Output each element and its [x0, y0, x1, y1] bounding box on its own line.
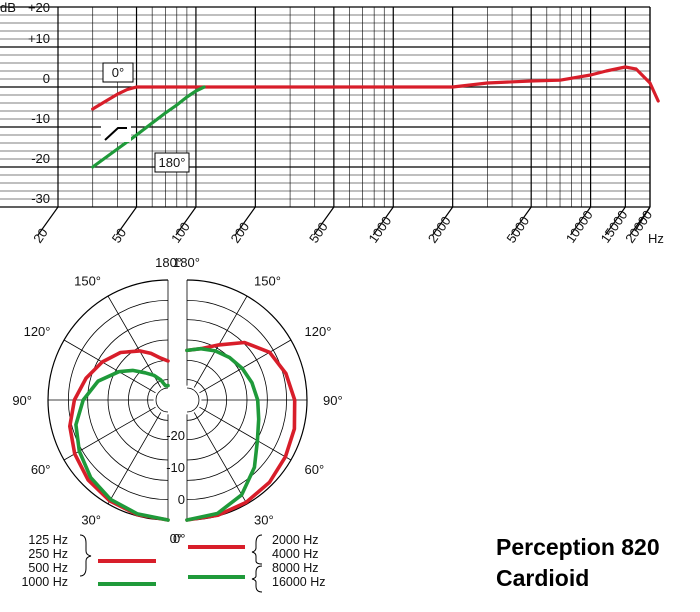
x-tick-label: 2000 — [425, 213, 454, 245]
x-tick-mark — [175, 206, 197, 236]
polar-angle-label-right: 0° — [173, 531, 185, 546]
x-tick-label: 10000 — [563, 207, 596, 245]
x-tick-mark — [634, 206, 651, 232]
legend-right-label: 2000 Hz — [272, 533, 319, 547]
x-tick-label: 5000 — [503, 213, 532, 245]
x-tick-label: 100 — [168, 219, 193, 245]
legend-left-label: 125 Hz — [28, 533, 68, 547]
polar-grid-spoke — [107, 412, 162, 505]
product-name: Perception 820 — [496, 534, 660, 560]
polar-angle-label-left: 150° — [74, 273, 101, 288]
x-tick-label: 500 — [306, 219, 331, 245]
x-tick-label: 20 — [30, 225, 51, 245]
x-tick-mark — [510, 206, 532, 236]
polar-right-green-curve — [185, 346, 261, 522]
polar-pattern-name: Cardioid — [496, 565, 590, 591]
legend-left-label: 1000 Hz — [21, 575, 68, 589]
y-tick-label: +10 — [28, 31, 50, 46]
annotation-180-label: 180° — [159, 155, 186, 170]
x-tick-mark — [116, 206, 138, 236]
polar-grid-spoke — [193, 295, 248, 388]
legend-right-label: 4000 Hz — [272, 547, 319, 561]
polar-center — [155, 387, 169, 413]
polar-angle-label-left: 120° — [24, 324, 51, 339]
annotation-0-label: 0° — [112, 65, 124, 80]
legend-left-label: 250 Hz — [28, 547, 68, 561]
polar-db-label: 0 — [178, 492, 185, 507]
polar-center — [186, 387, 200, 413]
polar-angle-label-right: 150° — [254, 273, 281, 288]
polar-grid-spoke — [107, 295, 162, 388]
polar-db-label: -20 — [166, 428, 185, 443]
x-tick-label: 200 — [228, 219, 253, 245]
polar-grid-spoke — [199, 406, 292, 461]
x-tick-mark — [37, 206, 59, 236]
polar-left-red-curve — [68, 349, 170, 522]
polar-angle-label-right: 30° — [254, 513, 274, 528]
polar-grid-spoke — [193, 412, 248, 505]
annotation-0-box — [102, 62, 134, 83]
legend-left-brace — [79, 534, 92, 577]
polar-angle-label-left: 180° — [155, 255, 182, 270]
polar-left-green-curve — [74, 368, 170, 522]
polar-left-grid — [47, 279, 169, 521]
green-response-line — [91, 85, 206, 169]
polar-angle-label-left: 0° — [170, 531, 182, 546]
polar-db-label: -10 — [166, 460, 185, 475]
product-title: Perception 820 Cardioid — [496, 532, 660, 594]
y-tick-label: 0 — [43, 71, 50, 86]
frequency-response-chart: 20 50 100 200 500 1000 2000 5000 10000 1500020000… — [0, 0, 664, 246]
y-tick-label: +20 — [28, 0, 50, 15]
x-tick-mark — [234, 206, 256, 236]
polar-right-red-curve — [185, 340, 297, 522]
legend-right-brace-top — [251, 534, 263, 565]
polar-angle-label-right: 60° — [305, 462, 325, 477]
x-tick-mark — [604, 206, 626, 236]
annotation-180-box — [154, 152, 190, 173]
polar-angle-label-right: 120° — [305, 324, 332, 339]
y-unit-label: dB — [0, 0, 16, 15]
polar-grid-spoke — [63, 339, 156, 394]
y-tick-label: -10 — [31, 111, 50, 126]
polar-angle-label-left: 60° — [31, 462, 51, 477]
x-tick-mark — [372, 206, 394, 236]
x-tick-mark — [313, 206, 335, 236]
legend-left-label: 500 Hz — [28, 561, 68, 575]
polar-angle-label-right: 180° — [173, 255, 200, 270]
x-tick-mark — [432, 206, 454, 236]
legend-right-label: 8000 Hz — [272, 561, 319, 575]
legend-right-label: 16000 Hz — [272, 575, 326, 589]
polar-grid-spoke — [199, 339, 292, 394]
x-tick-label: 50 — [109, 225, 130, 245]
x-tick-label: 1000 — [365, 213, 394, 245]
red-response-line — [91, 65, 660, 111]
x-unit-label: Hz — [648, 231, 664, 246]
x-tick-mark — [570, 206, 592, 236]
polar-right-grid — [186, 279, 308, 521]
low-cut-icon — [104, 127, 127, 141]
y-tick-label: -30 — [31, 191, 50, 206]
polar-angle-label-right: 90° — [323, 393, 343, 408]
polar-angle-label-left: 90° — [12, 393, 32, 408]
polar-angle-label-left: 30° — [81, 513, 101, 528]
legend-right-brace-bottom — [251, 565, 263, 593]
y-tick-label: -20 — [31, 151, 50, 166]
polar-pattern-chart: 180°180° 150° 150° 120° 120° 90° 90° 60° 60° 30° 3… — [12, 255, 342, 546]
